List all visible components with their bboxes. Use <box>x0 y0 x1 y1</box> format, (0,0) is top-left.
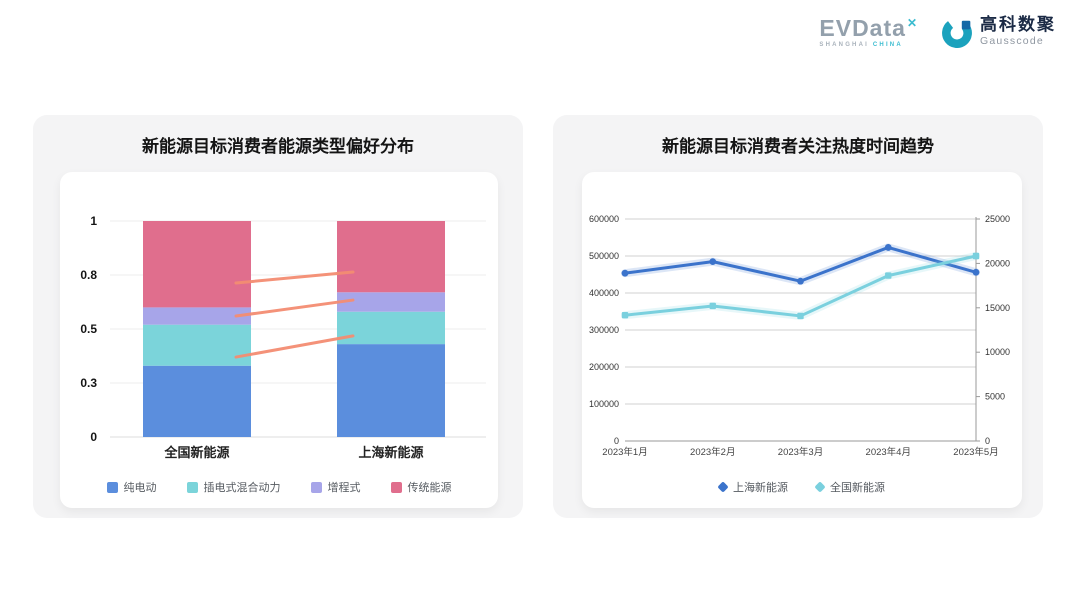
gausscode-name-en: Gausscode <box>980 35 1044 48</box>
x-axis-tick-label: 2023年5月 <box>953 446 998 458</box>
bar-segment[interactable] <box>337 311 445 345</box>
data-point[interactable] <box>709 302 716 310</box>
y-tick-label: 0.3 <box>80 376 97 390</box>
legend-item[interactable]: 纯电动 <box>106 479 157 495</box>
legend-label: 上海新能源 <box>733 482 788 494</box>
trend-line-chart: 0 100000 200000 300000 400000 500000 600000 0 50… <box>589 214 1010 458</box>
bar-segment[interactable] <box>143 365 251 437</box>
legend-swatch <box>717 481 729 493</box>
data-point[interactable] <box>709 258 717 266</box>
x-axis-tick-label: 2023年4月 <box>866 446 911 458</box>
x-axis-tick-label: 2023年2月 <box>690 446 735 458</box>
left-axis-tick-label: 500000 <box>589 251 619 261</box>
trend-chart-card: 新能源目标消费者关注热度时间趋势 0 100000 200000 300000 4000… <box>553 115 1043 518</box>
connector-line <box>234 334 355 359</box>
evdata-tagline-right: CHINA <box>872 41 903 48</box>
legend-swatch <box>186 481 198 493</box>
y-tick-label: 0.5 <box>80 322 97 336</box>
legend-label: 传统能源 <box>407 482 452 494</box>
gausscode-text: 高科数聚 Gausscode <box>980 16 1056 47</box>
preference-chart-card: 新能源目标消费者能源类型偏好分布 1 0.8 0.5 0.3 0 全国新能源 上海新能源 纯… <box>33 115 523 518</box>
evdata-tagline-left: SHANGHAI <box>819 41 869 48</box>
evdata-tagline: SHANGHAI CHINA <box>819 42 917 48</box>
left-axis-tick-label: 0 <box>614 436 619 446</box>
data-point[interactable] <box>797 277 804 285</box>
preference-chart-title: 新能源目标消费者能源类型偏好分布 <box>142 137 414 156</box>
legend-item[interactable]: 增程式 <box>310 479 361 495</box>
gausscode-g-icon <box>942 18 972 48</box>
legend-label: 插电式混合动力 <box>203 482 281 494</box>
evdata-wordmark: EVData✕ <box>819 14 918 41</box>
preference-stacked-bar-chart: 1 0.8 0.5 0.3 0 全国新能源 上海新能源 <box>80 214 486 460</box>
data-point[interactable] <box>972 252 980 260</box>
trend-chart-legend: 上海新能源 全国新能源 <box>582 479 1022 495</box>
left-axis-tick-label: 300000 <box>589 325 619 335</box>
bar-segment[interactable] <box>143 324 251 366</box>
x-axis-tick-label: 2023年3月 <box>778 446 823 458</box>
left-axis-tick-label: 600000 <box>589 214 619 224</box>
gausscode-name-cn: 高科数聚 <box>980 15 1056 35</box>
category-label: 上海新能源 <box>358 445 423 460</box>
right-axis-tick-label: 15000 <box>985 303 1010 313</box>
bar-segment[interactable] <box>337 221 445 293</box>
right-axis-tick-label: 5000 <box>985 392 1005 402</box>
left-axis-tick-label: 200000 <box>589 362 619 372</box>
connector-line <box>234 298 355 318</box>
data-point[interactable] <box>972 268 980 276</box>
x-axis-tick-label: 2023年1月 <box>602 446 647 458</box>
right-axis-tick-label: 10000 <box>985 347 1010 357</box>
preference-chart-panel: 1 0.8 0.5 0.3 0 全国新能源 上海新能源 纯电动 插电式混合动力 增程式 传统能源 <box>60 172 498 508</box>
legend-label: 纯电动 <box>123 482 157 494</box>
y-tick-label: 0 <box>90 430 97 444</box>
legend-swatch <box>106 481 118 493</box>
y-tick-label: 0.8 <box>80 268 97 282</box>
legend-swatch <box>390 481 402 493</box>
data-point[interactable] <box>621 312 629 319</box>
legend-swatch <box>814 481 826 493</box>
data-point[interactable] <box>797 312 804 320</box>
data-point[interactable] <box>885 272 892 279</box>
preference-chart-legend: 纯电动 插电式混合动力 增程式 传统能源 <box>60 479 498 495</box>
legend-swatch <box>310 481 322 493</box>
y-tick-label: 1 <box>90 214 97 228</box>
right-axis-tick-label: 0 <box>985 436 990 446</box>
left-axis-tick-label: 100000 <box>589 399 619 409</box>
header-logos: EVData✕ SHANGHAI CHINA 高科数聚 Gausscode <box>819 16 1056 48</box>
data-point[interactable] <box>884 244 892 251</box>
connector-line <box>234 270 355 285</box>
gausscode-logo: 高科数聚 Gausscode <box>941 16 1056 48</box>
bar-segment[interactable] <box>337 292 445 312</box>
bar-segment[interactable] <box>143 307 251 325</box>
legend-item[interactable]: 全国新能源 <box>814 479 885 495</box>
right-axis-tick-label: 25000 <box>985 214 1010 224</box>
legend-label: 增程式 <box>327 482 361 494</box>
evdata-logo: EVData✕ SHANGHAI CHINA <box>819 14 918 48</box>
evdata-brand-text: EVData <box>819 14 906 41</box>
bar-segment[interactable] <box>143 221 251 308</box>
legend-item[interactable]: 传统能源 <box>390 479 452 495</box>
trend-chart-panel: 0 100000 200000 300000 400000 500000 600000 0 50… <box>582 172 1022 508</box>
evdata-x-icon: ✕ <box>906 15 918 30</box>
trend-chart-title: 新能源目标消费者关注热度时间趋势 <box>662 137 934 156</box>
left-axis-tick-label: 400000 <box>589 288 619 298</box>
bar-segment[interactable] <box>337 344 445 437</box>
legend-item[interactable]: 插电式混合动力 <box>186 479 281 495</box>
data-point[interactable] <box>621 269 629 277</box>
category-label: 全国新能源 <box>163 445 229 460</box>
legend-item[interactable]: 上海新能源 <box>717 479 788 495</box>
legend-label: 全国新能源 <box>830 482 885 494</box>
right-axis-tick-label: 20000 <box>985 258 1010 268</box>
